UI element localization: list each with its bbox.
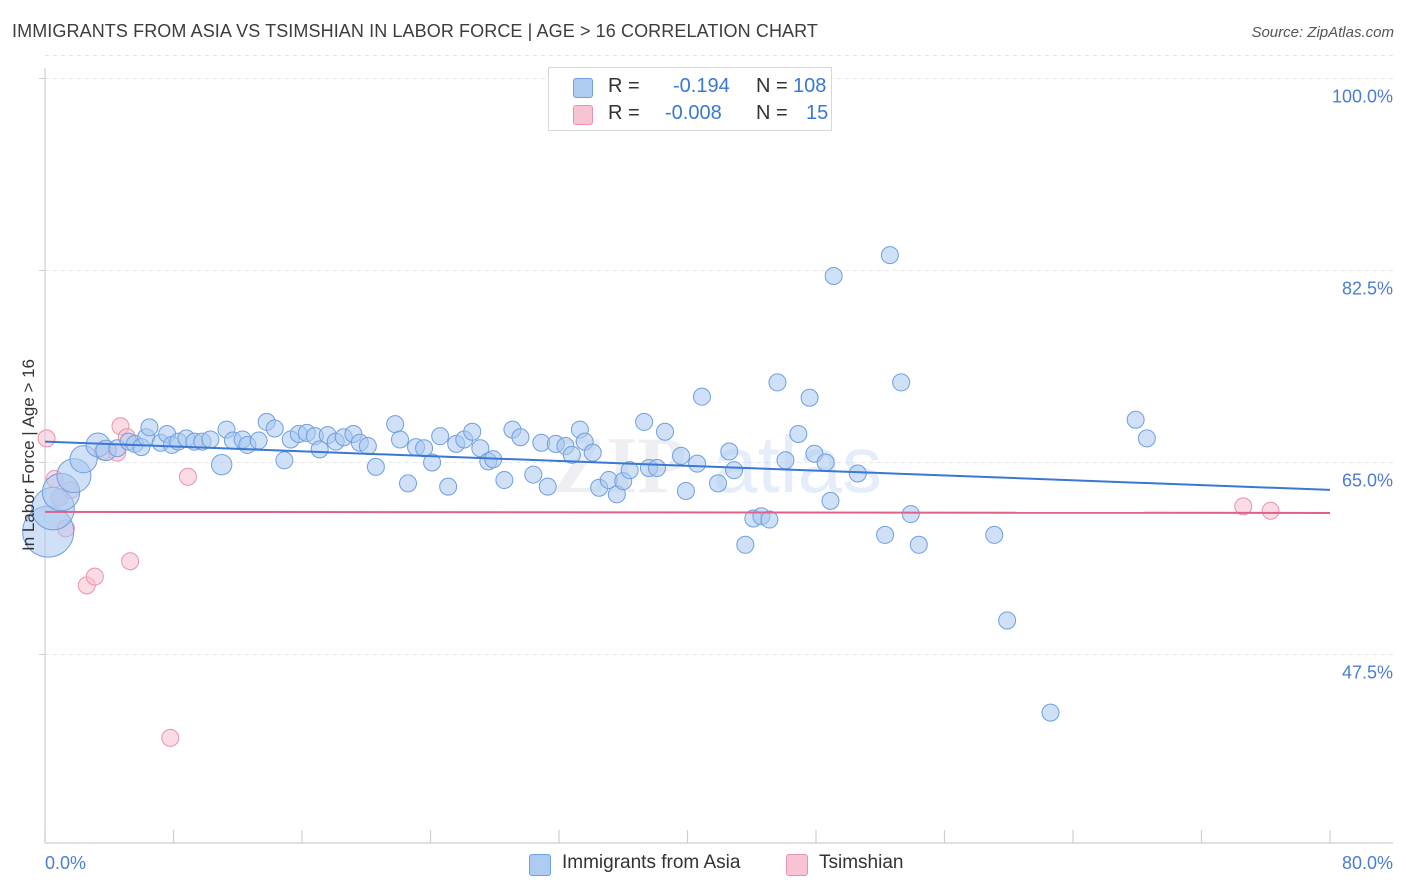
axes — [39, 68, 1393, 844]
trend-lines — [44, 440, 1331, 514]
x-tick-label-max: 80.0% — [1342, 853, 1393, 873]
asia-point — [358, 437, 377, 456]
y-axis-label: In Labor Force | Age > 16 — [19, 359, 38, 551]
asia-point — [789, 424, 808, 443]
chart-title: IMMIGRANTS FROM ASIA VS TSIMSHIAN IN LAB… — [12, 21, 819, 41]
tick-labels: 47.5% 65.0% 82.5% 100.0% 0.0% 80.0% — [45, 87, 1393, 874]
asia-point — [538, 477, 557, 496]
asia-r-label: R = — [608, 75, 640, 97]
asia-point — [647, 458, 666, 477]
tsimshian-point — [37, 429, 56, 448]
asia-trend-line — [44, 440, 1331, 491]
asia-point — [423, 453, 442, 472]
asia-point — [709, 474, 728, 493]
asia-point — [366, 457, 385, 476]
asia-point — [768, 373, 787, 392]
asia-point — [399, 474, 418, 493]
asia-point — [760, 510, 779, 529]
asia-point — [901, 505, 920, 524]
asia-point — [1137, 429, 1156, 448]
asia-point — [495, 471, 514, 490]
y-tick-label: 65.0% — [1342, 471, 1393, 491]
asia-swatch — [573, 78, 593, 98]
asia-point — [439, 477, 458, 496]
asia-point — [656, 422, 675, 441]
tsimshian-point — [178, 467, 197, 486]
legend-tsimshian-label: Tsimshian — [819, 852, 904, 873]
tsimshian-n-label: N = — [756, 102, 788, 124]
asia-point — [985, 525, 1004, 544]
asia-point — [1041, 703, 1060, 722]
asia-n-label: N = — [756, 75, 788, 97]
asia-point — [725, 461, 744, 480]
asia-point — [824, 266, 843, 285]
tsimshian-point — [85, 567, 104, 586]
asia-points — [22, 246, 1156, 722]
tsimshian-point — [121, 552, 140, 571]
asia-point — [201, 430, 220, 449]
asia-point — [635, 412, 654, 431]
asia-point — [776, 451, 795, 470]
tsimshian-n-value: 15 — [806, 102, 829, 124]
asia-point — [676, 482, 695, 501]
asia-point — [249, 431, 268, 450]
asia-point — [390, 430, 409, 449]
asia-point — [892, 373, 911, 392]
asia-point — [1126, 410, 1145, 429]
asia-point — [524, 465, 543, 484]
asia-point — [816, 453, 835, 472]
x-tick-label-min: 0.0% — [45, 853, 86, 873]
asia-point — [386, 415, 405, 434]
asia-point — [583, 443, 602, 462]
asia-point — [688, 454, 707, 473]
asia-point — [511, 428, 530, 447]
asia-point — [736, 535, 755, 554]
asia-point — [265, 419, 284, 438]
asia-point — [692, 387, 711, 406]
asia-point — [800, 388, 819, 407]
asia-point — [463, 422, 482, 441]
asia-point — [431, 427, 450, 446]
asia-point — [140, 418, 159, 437]
asia-point — [672, 446, 691, 465]
y-tick-label: 47.5% — [1342, 663, 1393, 683]
asia-point — [310, 440, 329, 459]
asia-point — [880, 246, 899, 265]
tsimshian-trend-line — [44, 510, 1331, 514]
asia-point — [275, 451, 294, 470]
asia-n-value: 108 — [793, 75, 827, 97]
legend-asia-label: Immigrants from Asia — [562, 852, 741, 873]
tsimshian-point — [161, 728, 180, 747]
asia-point — [998, 611, 1017, 630]
source-credit: Source: ZipAtlas.com — [1251, 24, 1394, 41]
tsimshian-r-value: -0.008 — [665, 102, 722, 124]
asia-point — [909, 535, 928, 554]
asia-point — [620, 461, 639, 480]
y-tick-label: 82.5% — [1342, 279, 1393, 299]
stats-legend: R = -0.194 N = 108 R = -0.008 N = 15 — [548, 67, 832, 131]
asia-point — [876, 525, 895, 544]
y-tick-label: 100.0% — [1332, 87, 1393, 107]
legend-tsimshian-swatch — [786, 854, 808, 876]
asia-point — [848, 464, 867, 483]
asia-point — [210, 453, 233, 476]
asia-point — [720, 442, 739, 461]
legend-asia-swatch — [529, 854, 551, 876]
asia-point — [471, 439, 490, 458]
tsimshian-point — [1261, 501, 1280, 520]
gridlines — [45, 54, 1393, 655]
asia-point — [562, 445, 581, 464]
asia-point — [821, 491, 840, 510]
tsimshian-r-label: R = — [608, 102, 640, 124]
asia-r-value: -0.194 — [673, 75, 730, 97]
tsimshian-point — [1234, 497, 1253, 516]
tsimshian-swatch — [573, 105, 593, 125]
